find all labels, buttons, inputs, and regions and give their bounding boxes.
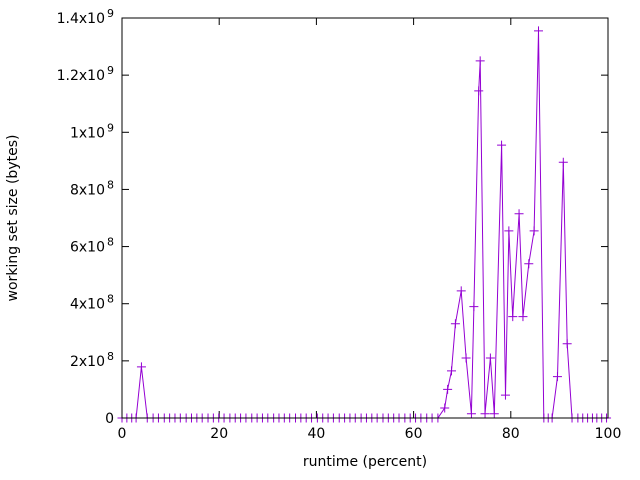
x-tick-label: 60 [405, 426, 423, 442]
y-tick-label: 4x10 8 [70, 293, 114, 313]
y-tick-label: 6x10 8 [70, 236, 114, 256]
y-tick-label: 8x10 8 [70, 178, 114, 198]
y-tick-label: 0 [105, 411, 114, 427]
x-tick-label: 20 [210, 426, 228, 442]
x-tick-label: 40 [307, 426, 325, 442]
plot-frame [121, 17, 609, 419]
y-tick-label: 1.4x10 9 [57, 7, 114, 27]
y-axis-label: working set size (bytes) [5, 135, 21, 302]
y-tick-label: 1x10 9 [70, 121, 114, 141]
y-tick-label: 2x10 8 [70, 350, 114, 370]
y-tick-label: 1.2x10 9 [57, 64, 114, 84]
data-series-line [122, 30, 607, 419]
x-tick-label: 80 [502, 426, 520, 442]
x-tick-label: 100 [595, 426, 622, 442]
x-tick-label: 0 [118, 426, 127, 442]
ticks-layer: 0 20 40 60 80 100 0 2x10 8 4x10 8 6x10 8 8x10 8 1x10 9 1.… [57, 7, 622, 442]
series-layer [117, 26, 612, 423]
x-axis-label: runtime (percent) [303, 454, 427, 470]
